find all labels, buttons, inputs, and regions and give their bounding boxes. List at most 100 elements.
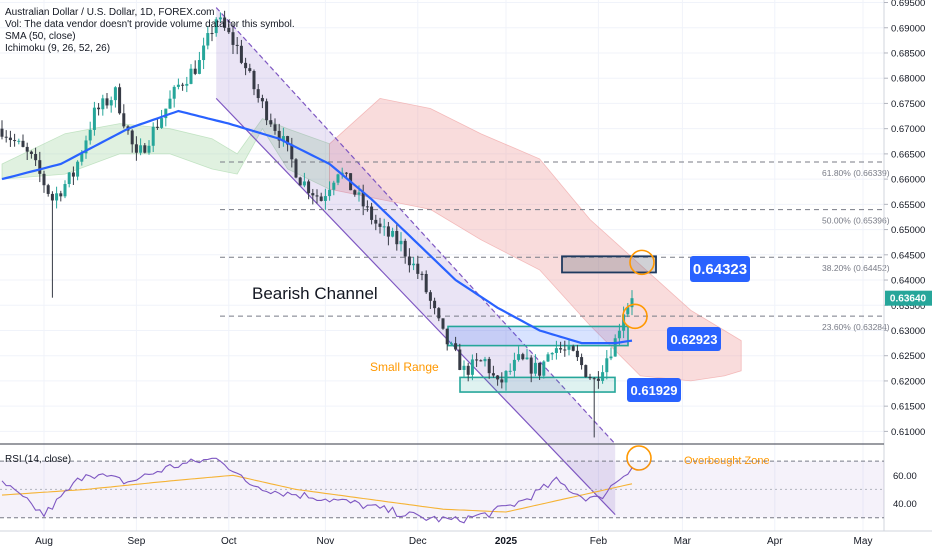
candle-body [105,98,109,106]
candle-body [580,357,584,366]
candle-body [332,182,336,190]
candle-body [395,230,399,245]
candle-body [420,273,424,275]
fibonacci-levels: 61.80% (0.66339) 50.00% (0.65396) 38.20% (… [220,161,890,332]
ichimoku-legend: Ichimoku (9, 26, 52, 26) [5,43,110,54]
candle-body [407,256,411,266]
candle-body [38,160,42,174]
candle-body [252,71,256,90]
candle-body [630,298,634,308]
range-box-lower [459,376,616,393]
rsi-pane[interactable] [0,457,884,524]
rsi-line [1,457,633,524]
candle-body [626,307,630,315]
candle-body [17,140,21,142]
time-axis[interactable]: Aug Sep Oct Nov Dec 2025 Feb Mar Apr May [35,536,872,547]
candle-body [160,118,164,128]
candle-body [97,107,101,110]
candle-body [286,136,290,145]
highlight-circle-breakout [622,303,648,330]
candle-body [139,145,143,153]
resistance-box [561,255,657,274]
candle-body [294,159,298,178]
candle-body [4,136,8,138]
y-tick-label: 0.64500 [891,250,925,261]
fib-label: 38.20% (0.64452) [822,263,890,273]
candle-body [361,192,365,207]
channel-upper-line [215,7,616,445]
candle-body [529,357,533,374]
x-tick-label: 2025 [495,536,518,547]
candle-body [239,45,243,63]
candle-body [575,350,579,358]
candle-body [428,292,432,301]
candle-body [42,173,46,186]
candle-body [151,126,155,146]
candle-body [210,33,214,35]
candle-body [475,359,479,361]
price-axis[interactable]: 0.69500 0.69000 0.68500 0.68000 0.67500 0.670… [884,0,925,438]
candle-body [592,378,596,380]
candles [0,10,634,438]
candle-body [336,174,340,183]
candle-body [542,361,546,376]
y-tick-label: 0.65500 [891,200,925,211]
candle-body [235,44,239,46]
candle-body [328,189,332,197]
y-tick-label: 0.62500 [891,351,925,362]
rsi-axis: 60.00 40.00 [893,471,917,510]
highlight-circle-resistance [629,249,655,276]
candle-body [517,354,521,360]
candle-body [601,372,605,381]
candle-body [449,343,453,345]
y-tick-label: 0.61000 [891,427,925,438]
candle-body [466,365,470,375]
ichimoku-cloud-bearish [329,97,742,382]
y-tick-label: 0.69000 [891,23,925,34]
candle-body [59,193,63,197]
x-tick-label: Dec [409,536,427,547]
candle-body [496,375,500,380]
candle-body [546,354,550,362]
candle-body [206,33,210,46]
candle-body [50,193,54,201]
x-tick-label: Sep [128,536,146,547]
bearish-channel [215,7,616,516]
candle-body [521,354,525,360]
candle-body [403,240,407,257]
candle-body [571,346,575,351]
fib-label: 50.00% (0.65396) [822,216,890,226]
candle-body [567,346,571,350]
candle-body [118,87,122,114]
candle-body [483,358,487,362]
candle-body [491,373,495,376]
sma-legend: SMA (50, close) [5,31,76,42]
fib-label: 23.60% (0.63284) [822,322,890,332]
candle-body [256,89,260,99]
candle-body [265,101,269,121]
candle-body [353,190,357,195]
chart-legend: Australian Dollar / U.S. Dollar, 1D, FOR… [5,7,295,54]
y-tick-label: 0.66500 [891,149,925,160]
candle-body [512,359,516,371]
y-tick-label: 0.63000 [891,326,925,337]
candle-body [55,193,59,201]
channel-lower-line [215,97,616,516]
y-tick-label: 0.66000 [891,175,925,186]
bearish-channel-label: Bearish Channel [252,284,378,303]
candle-body [134,144,138,153]
x-tick-label: Oct [221,536,237,547]
candle-body [479,360,483,362]
channel-fill [216,7,616,515]
candle-body [67,172,71,185]
level-low-text: 0.61929 [631,383,678,398]
candle-body [596,378,600,381]
candle-body [550,352,554,355]
price-pane[interactable] [0,0,884,444]
candle-body [584,365,588,377]
candle-body [172,86,176,99]
candle-body [378,223,382,227]
y-tick-label: 0.68500 [891,48,925,59]
candle-body [559,348,563,350]
